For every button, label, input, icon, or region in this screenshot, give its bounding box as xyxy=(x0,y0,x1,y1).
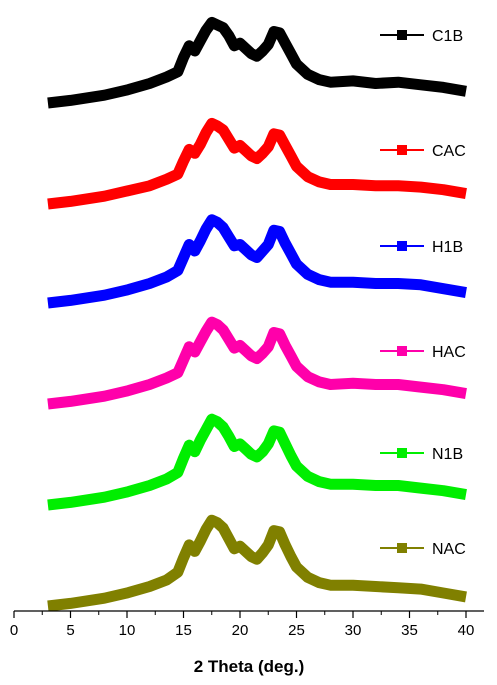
legend-label: H1B xyxy=(432,239,463,256)
legend-square-marker xyxy=(397,346,407,356)
legend: C1B CAC H1B HAC N1B NAC xyxy=(380,28,466,558)
series-line-cac xyxy=(47,117,467,210)
legend-label: CAC xyxy=(432,143,466,160)
x-tick-label: 25 xyxy=(288,622,305,639)
series-line-n1b xyxy=(47,413,467,511)
legend-item-h1b: H1B xyxy=(380,239,463,256)
x-tick-label: 40 xyxy=(458,622,475,639)
legend-square-marker xyxy=(397,30,407,40)
legend-item-nac: NAC xyxy=(380,541,466,558)
series-line-c1b xyxy=(47,16,467,109)
legend-item-cac: CAC xyxy=(380,143,466,160)
legend-item-hac: HAC xyxy=(380,344,466,361)
series-line-nac xyxy=(47,514,467,612)
x-tick-label: 15 xyxy=(175,622,192,639)
legend-square-marker xyxy=(397,145,407,155)
legend-label: HAC xyxy=(432,344,466,361)
series-line-h1b xyxy=(47,214,467,309)
x-tick-label: 20 xyxy=(232,622,249,639)
legend-label: N1B xyxy=(432,446,463,463)
legend-label: NAC xyxy=(432,541,466,558)
legend-item-n1b: N1B xyxy=(380,446,463,463)
series-line-hac xyxy=(47,316,467,410)
x-axis: 0 5 10 15 20 25 30 35 40 xyxy=(10,610,484,639)
x-tick-label: 30 xyxy=(345,622,362,639)
series-layer xyxy=(47,16,467,612)
legend-item-c1b: C1B xyxy=(380,28,463,45)
x-axis-title: 2 Theta (deg.) xyxy=(194,657,305,676)
x-tick-label: 35 xyxy=(401,622,418,639)
legend-square-marker xyxy=(397,543,407,553)
legend-square-marker xyxy=(397,241,407,251)
x-tick-label: 10 xyxy=(119,622,136,639)
x-tick-label: 5 xyxy=(66,622,74,639)
x-tick-label: 0 xyxy=(10,622,18,639)
legend-square-marker xyxy=(397,448,407,458)
legend-label: C1B xyxy=(432,28,463,45)
